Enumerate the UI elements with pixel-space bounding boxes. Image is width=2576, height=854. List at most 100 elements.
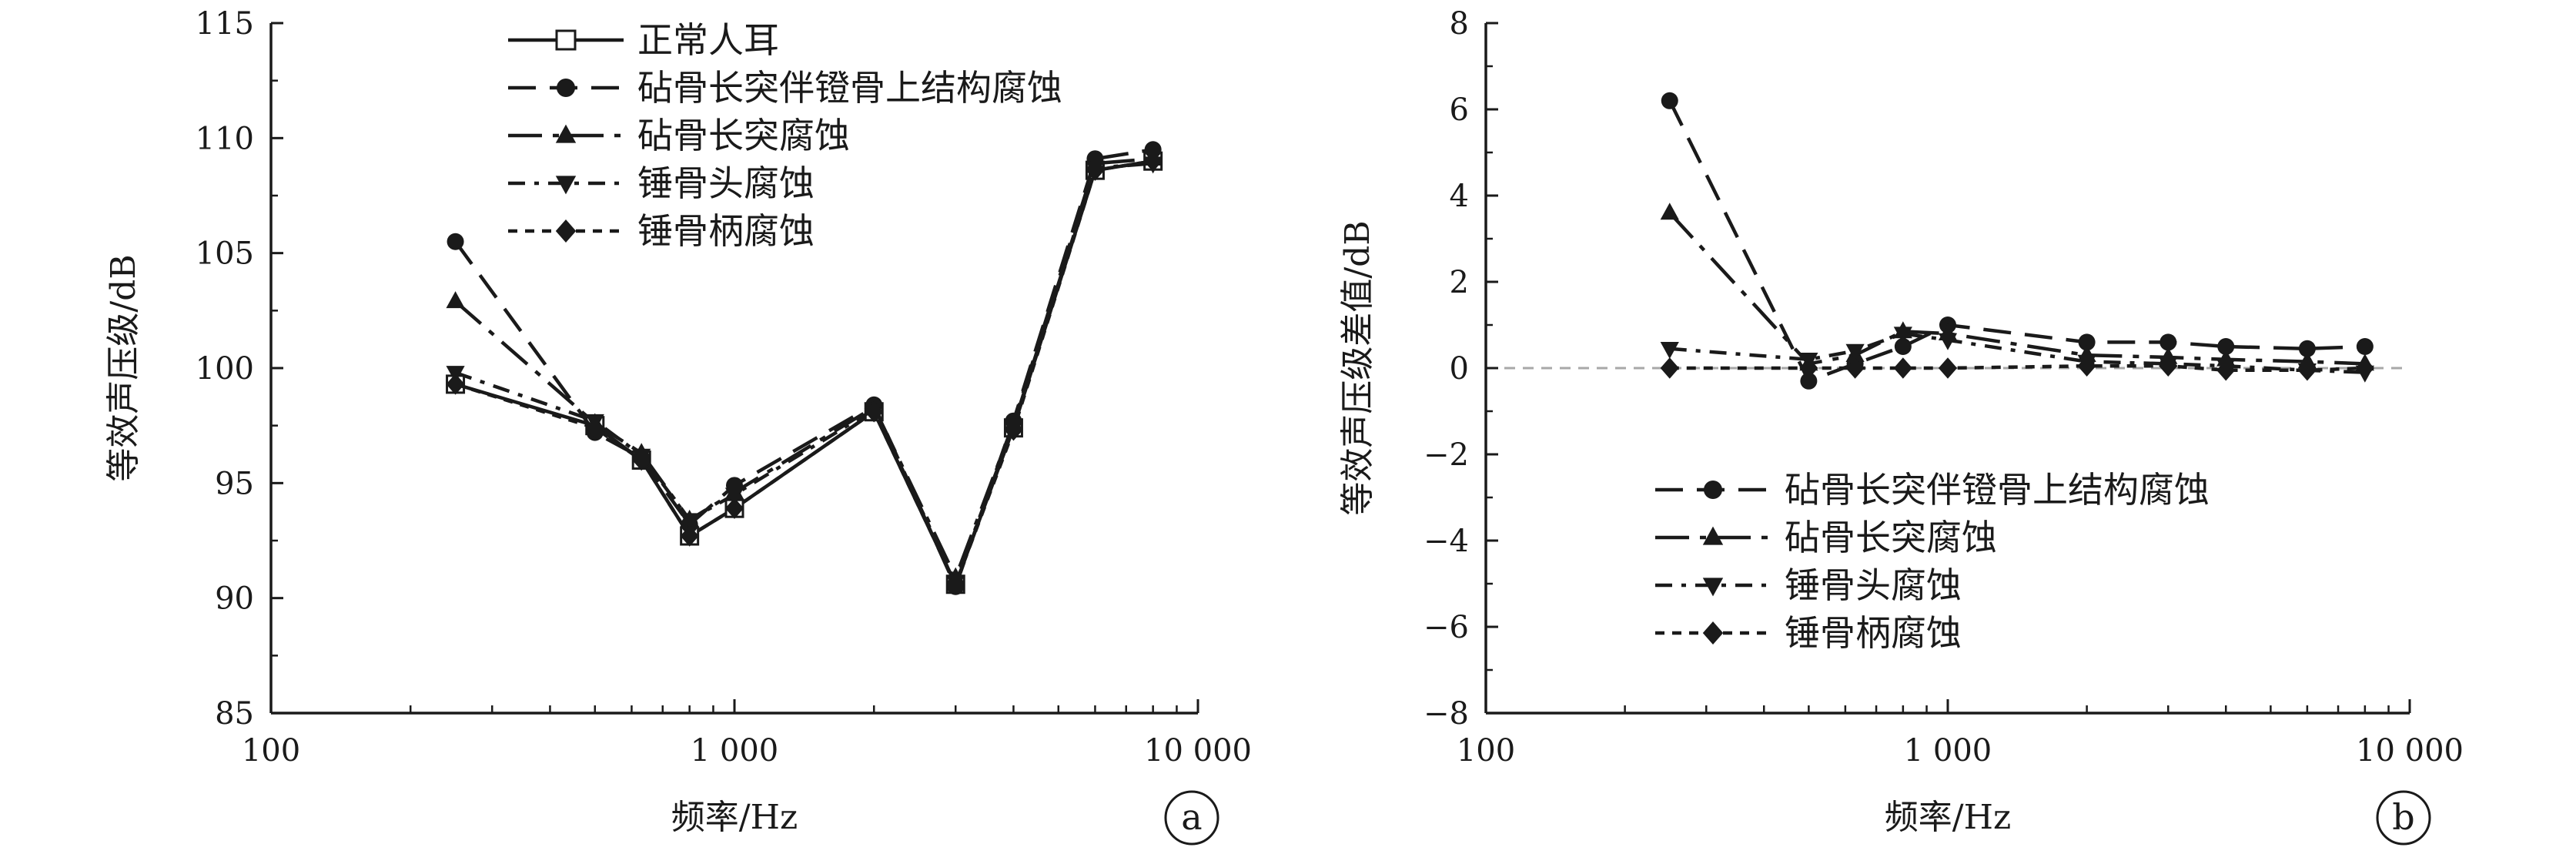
panel-tag-label: b	[2392, 796, 2414, 838]
chart-panel-a: 85 90 95 100 105 110 115 100 1 000 10 000 频率/Hz 等效声…	[104, 6, 1252, 846]
data-point	[680, 513, 699, 531]
series-4	[1660, 355, 2374, 381]
series-line	[454, 159, 1154, 586]
y-tick-label: 4	[1450, 179, 1469, 214]
legend-marker	[1704, 481, 1722, 499]
legend-label: 锤骨头腐蚀	[1785, 564, 1962, 606]
x-tick-label: 10 000	[2356, 733, 2464, 769]
legend-marker	[555, 219, 577, 243]
y-tick-label: 105	[196, 236, 254, 272]
legend-marker	[555, 29, 577, 51]
panel-tag-circle	[1164, 790, 1219, 846]
y-axis-title: 等效声压级差值/dB	[1338, 220, 1377, 515]
y-tick-label: 0	[1450, 351, 1469, 387]
legend-label: 砧骨长突腐蚀	[1785, 517, 1997, 558]
legend-marker	[1702, 621, 1724, 645]
data-point	[446, 373, 465, 395]
data-point	[1661, 92, 1678, 109]
panel-tag-label: a	[1181, 796, 1202, 838]
data-point	[724, 497, 744, 519]
y-tick-label: 2	[1450, 265, 1469, 300]
data-point	[447, 233, 464, 250]
data-point	[1938, 333, 1958, 350]
data-point	[1845, 343, 1865, 361]
data-point	[632, 449, 651, 471]
y-tick-label: 6	[1450, 92, 1469, 128]
y-tick-label: 100	[196, 351, 254, 387]
y-tick-label: −4	[1423, 524, 1469, 559]
data-point	[1660, 357, 1679, 379]
y-tick-label: 8	[1450, 6, 1469, 42]
series-line	[1668, 99, 2365, 383]
data-point	[946, 573, 965, 595]
panel-tag-circle	[2376, 790, 2431, 846]
data-point	[1893, 327, 1912, 344]
data-point	[865, 400, 884, 423]
data-point	[1893, 357, 1912, 379]
y-tick-label: 110	[196, 121, 254, 156]
y-tick-label: −8	[1423, 696, 1469, 732]
legend-label: 锤骨柄腐蚀	[637, 210, 815, 252]
legend-marker	[1702, 578, 1724, 597]
data-point	[2216, 360, 2236, 381]
legend-label: 正常人耳	[637, 19, 779, 61]
legend-marker	[555, 176, 577, 195]
x-tick-label: 100	[242, 733, 300, 769]
y-axis-title: 等效声压级/dB	[104, 254, 143, 481]
chart-panel-b: −8 −6 −4 −2 0 2 4 6 8 100 1 000 10 000 频率/Hz 等效声压级差值/…	[1338, 6, 2464, 846]
legend-label: 锤骨柄腐蚀	[1785, 612, 1962, 654]
legend-label: 锤骨头腐蚀	[637, 162, 815, 204]
data-point	[2355, 357, 2374, 379]
data-point	[2078, 333, 2096, 351]
data-point	[1086, 159, 1105, 181]
y-tick-label: 90	[215, 581, 254, 617]
data-point	[1845, 357, 1865, 379]
data-point	[1660, 203, 1679, 220]
series-line	[1669, 331, 2365, 374]
legend-label: 砧骨长突伴镫骨上结构腐蚀	[637, 67, 1062, 109]
x-tick-label: 1 000	[1904, 733, 1992, 769]
data-point	[2159, 333, 2177, 351]
series-3	[1660, 327, 2374, 383]
y-tick-label: 85	[215, 696, 254, 732]
legend-label: 砧骨长突伴镫骨上结构腐蚀	[1785, 469, 2210, 511]
y-tick-label: 95	[215, 466, 254, 501]
series-line	[1668, 211, 2365, 366]
data-point	[1660, 342, 1679, 359]
series-1	[1661, 92, 2374, 390]
x-tick-label: 1 000	[691, 733, 779, 769]
data-point	[1800, 372, 1818, 390]
legend-marker	[555, 124, 577, 143]
data-point	[2356, 338, 2374, 355]
data-point	[2077, 355, 2096, 377]
data-point	[1143, 150, 1163, 172]
data-point	[1894, 338, 1912, 355]
legend-marker	[557, 79, 575, 97]
series-line	[1669, 363, 2365, 373]
data-point	[724, 487, 744, 505]
y-tick-label: −6	[1423, 610, 1469, 645]
data-point	[585, 417, 604, 439]
y-tick-label: −2	[1423, 437, 1469, 473]
data-point	[2217, 338, 2235, 355]
series-line	[454, 161, 1153, 584]
legend-label: 砧骨长突腐蚀	[637, 115, 850, 156]
y-tick-label: 115	[196, 6, 254, 42]
series-2	[1660, 203, 2374, 371]
data-point	[2297, 360, 2317, 381]
x-tick-label: 10 000	[1144, 733, 1252, 769]
data-point	[2298, 340, 2316, 357]
data-point	[1938, 357, 1958, 379]
x-axis-title: 频率/Hz	[1885, 798, 2011, 837]
data-point	[680, 525, 699, 547]
x-tick-label: 100	[1457, 733, 1515, 769]
data-point	[2159, 355, 2178, 377]
data-point	[1799, 357, 1818, 379]
legend-marker	[1702, 526, 1724, 545]
x-axis-title: 频率/Hz	[671, 798, 798, 837]
data-point	[1004, 419, 1023, 441]
